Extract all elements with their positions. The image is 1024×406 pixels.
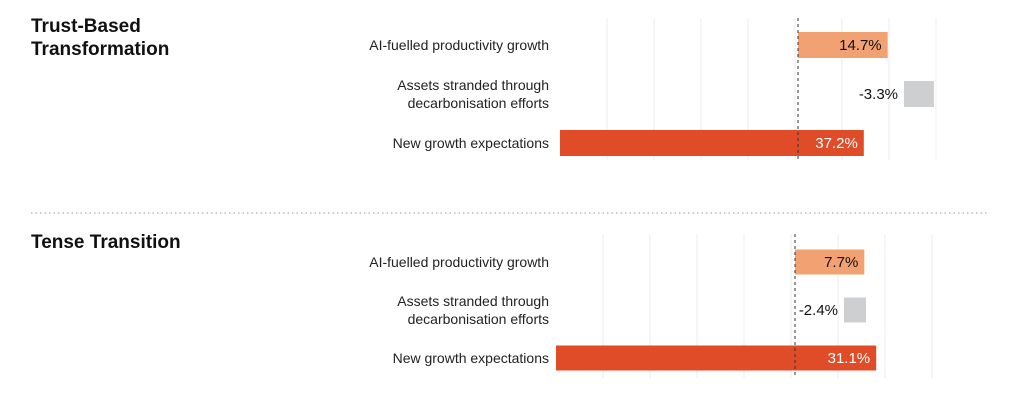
category-label: AI-fuelled productivity growth [369,254,549,270]
value-label: 7.7% [824,254,858,271]
category-label-line: Assets stranded through [397,77,549,93]
category-label: New growth expectations [393,135,549,151]
bar [904,81,934,107]
panel-title: Tense Transition [31,232,181,253]
value-label: 37.2% [815,135,858,152]
category-label: Assets stranded through decarbonisation e… [397,77,549,111]
chart-panel-2: Tense Transition AI-fuelled productivity … [31,232,933,378]
category-label-line: decarbonisation efforts [408,95,549,111]
panel-title-line: Transformation [31,39,169,60]
category-label: AI-fuelled productivity growth [369,37,549,53]
panel-title: Trust-Based Transformation [31,16,169,60]
value-label: -3.3% [859,86,898,103]
value-label: 14.7% [839,37,882,54]
value-label: 31.1% [828,350,871,367]
category-label-line: Assets stranded through [397,293,549,309]
category-label: Assets stranded through decarbonisation e… [397,293,549,327]
chart-panel-1: Trust-Based Transformation AI-fuelled prod… [31,16,937,160]
bar [798,32,888,58]
bar [844,297,866,323]
category-label: New growth expectations [393,350,549,366]
bar [556,345,877,371]
category-label-line: decarbonisation efforts [408,311,549,327]
bar [795,249,865,275]
value-label: -2.4% [799,302,838,319]
bar [560,130,864,156]
panel-title-line: Trust-Based [31,16,141,37]
